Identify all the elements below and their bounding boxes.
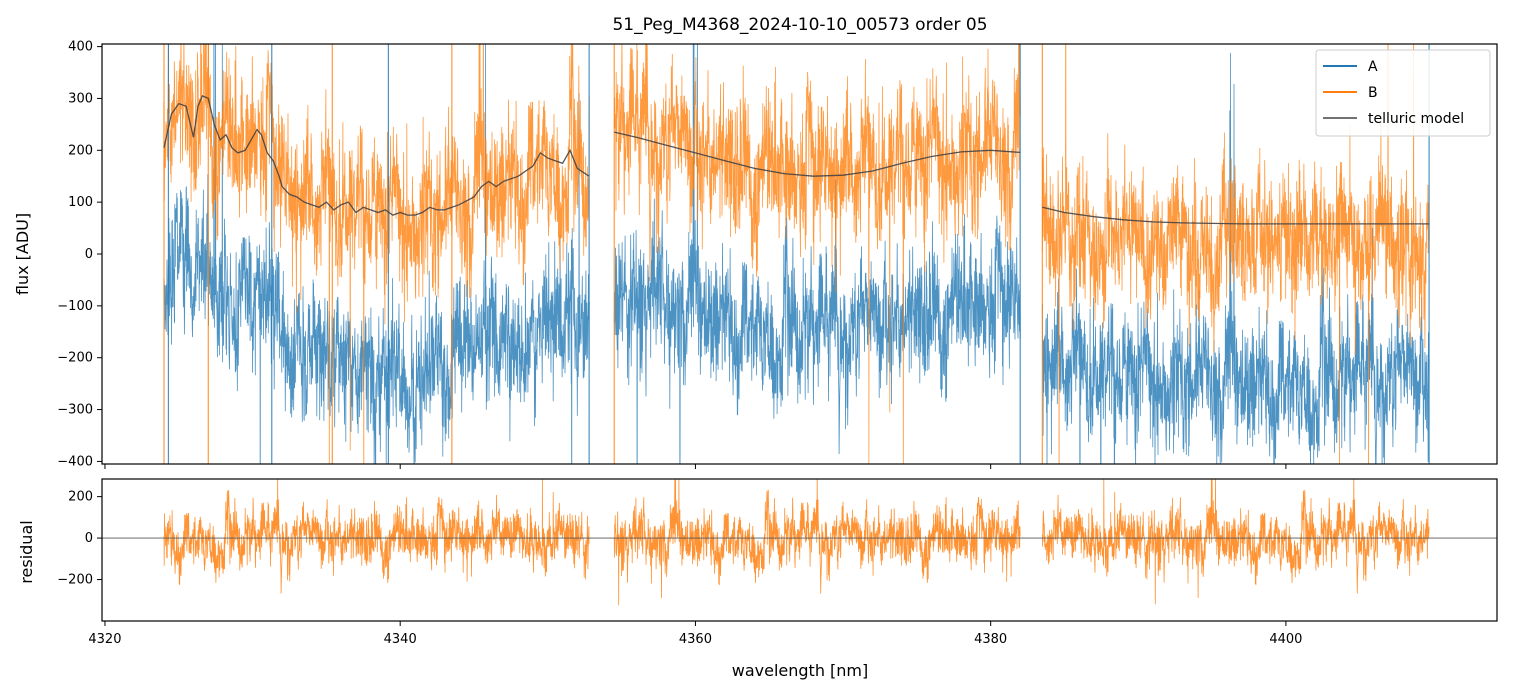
bottom-ytick-label: 0 bbox=[85, 531, 93, 546]
top-ytick-label: −100 bbox=[57, 299, 93, 314]
series-b-line-segment-0 bbox=[163, 44, 590, 464]
top-y-axis-label: flux [ADU] bbox=[13, 213, 32, 295]
bottom-axes-frame bbox=[101, 478, 1498, 622]
series-b-line-segment-1 bbox=[613, 44, 1021, 464]
legend-label-b: B bbox=[1368, 85, 1378, 101]
bottom-panel: 200 0 −200 4320 4340 4360 4380 4400 residual w… bbox=[17, 478, 1498, 680]
residual-line-segment-0 bbox=[163, 479, 590, 594]
bottom-xtick-label: 4380 bbox=[974, 632, 1007, 647]
bottom-y-axis-label: residual bbox=[17, 520, 36, 583]
top-ytick-label: 300 bbox=[68, 91, 93, 106]
x-axis-label: wavelength [nm] bbox=[732, 661, 869, 680]
bottom-x-ticks: 4320 4340 4360 4380 4400 bbox=[88, 621, 1302, 647]
top-ytick-label: 0 bbox=[85, 247, 93, 262]
bottom-plot-area bbox=[102, 479, 1497, 606]
bottom-y-ticks: 200 0 −200 bbox=[57, 490, 102, 588]
series-a-line-segment-2 bbox=[1041, 52, 1430, 464]
top-ytick-label: 200 bbox=[68, 143, 93, 158]
top-y-ticks: 400 300 200 100 0 −100 −200 −300 −400 bbox=[57, 40, 102, 469]
bottom-ytick-label: 200 bbox=[68, 490, 93, 505]
series-a-line-segment-1 bbox=[613, 44, 1021, 464]
top-x-ticks bbox=[104, 464, 1287, 469]
legend-label-telluric: telluric model bbox=[1368, 111, 1464, 127]
legend-label-a: A bbox=[1368, 59, 1378, 75]
legend-box bbox=[1315, 49, 1491, 137]
bottom-xtick-label: 4360 bbox=[679, 632, 712, 647]
series-b-line-segment-2 bbox=[1041, 44, 1430, 464]
bottom-xtick-label: 4320 bbox=[88, 632, 121, 647]
top-ytick-label: −200 bbox=[57, 351, 93, 366]
top-ytick-label: −400 bbox=[57, 454, 93, 469]
bottom-ytick-label: −200 bbox=[57, 573, 93, 588]
legend: A B telluric model bbox=[1315, 49, 1491, 137]
chart-title: 51_Peg_M4368_2024-10-10_00573 order 05 bbox=[612, 15, 987, 35]
bottom-xtick-label: 4400 bbox=[1269, 632, 1302, 647]
top-ytick-label: −300 bbox=[57, 403, 93, 418]
telluric-model-line-0 bbox=[163, 95, 590, 216]
series-a-line-segment-0 bbox=[163, 44, 590, 464]
bottom-xtick-label: 4340 bbox=[384, 632, 417, 647]
top-ytick-label: 100 bbox=[68, 195, 93, 210]
residual-line-segment-1 bbox=[613, 479, 1021, 606]
top-plot-area bbox=[163, 44, 1430, 464]
residual-line-segment-2 bbox=[1041, 479, 1430, 605]
telluric-model-line-2 bbox=[1042, 206, 1430, 225]
top-ytick-label: 400 bbox=[68, 40, 93, 55]
telluric-model-line-1 bbox=[614, 131, 1021, 177]
top-panel: 400 300 200 100 0 −100 −200 −300 −400 flux [ADU]… bbox=[13, 40, 1498, 469]
